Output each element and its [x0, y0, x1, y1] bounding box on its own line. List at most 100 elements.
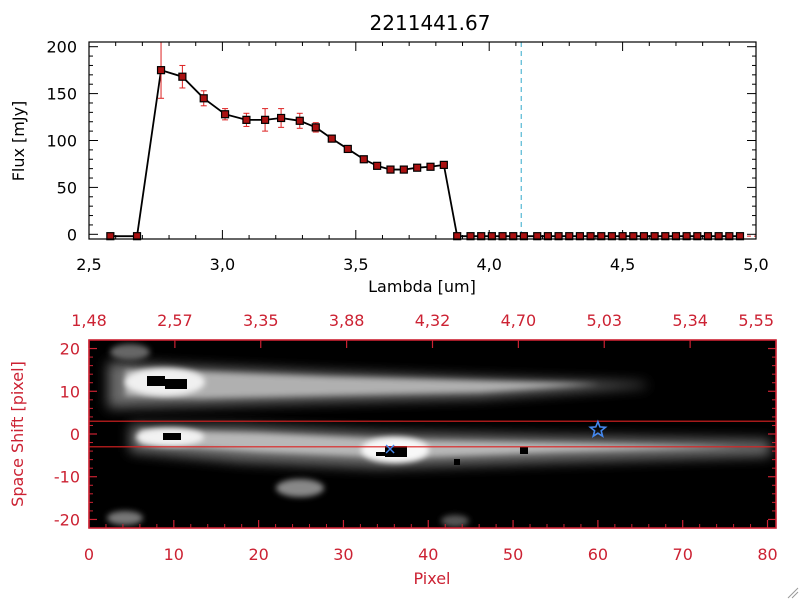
flux-point [543, 232, 552, 241]
image-x-tick-label: 0 [84, 545, 94, 564]
flux-point [453, 232, 462, 241]
flux-point [386, 165, 395, 174]
x-axis-label: Lambda [um] [368, 277, 476, 296]
flux-point [661, 232, 670, 241]
image-x-tick-label: 20 [248, 545, 268, 564]
image-top-tick-labels: 1,48 2,57 3,35 3,88 4,32 4,70 5,03 5,34 5,55 [71, 311, 774, 330]
image-x-tick-label: 70 [673, 545, 693, 564]
flux-point [629, 232, 638, 241]
star-icon [588, 419, 608, 438]
flux-point [533, 232, 542, 241]
flux-point [565, 232, 574, 241]
flux-point [519, 232, 528, 241]
image-y-tick-label: -10 [54, 468, 80, 487]
image-y-axis-label: Space Shift [pixel] [8, 361, 27, 507]
flux-point [311, 123, 320, 132]
image-x-axis-label: Pixel [413, 569, 450, 588]
flux-point [426, 162, 435, 171]
flux-point [671, 232, 681, 241]
image-x-tick-label: 30 [333, 545, 353, 564]
top-y-tick-label: 50 [57, 178, 77, 197]
flux-series [106, 41, 756, 241]
image-top-tick-label: 5,03 [586, 311, 622, 330]
image-x-tick-label: 60 [588, 545, 608, 564]
flux-point [607, 232, 617, 241]
flux-point [693, 232, 702, 241]
flux-point [156, 66, 166, 75]
image-top-tick-label: 3,88 [329, 311, 365, 330]
top-x-tick-label: 4,0 [476, 255, 501, 274]
flux-point [295, 116, 304, 125]
y-axis-label: Flux [mJy] [9, 101, 28, 182]
flux-point [597, 232, 606, 241]
image-top-tick-label: 5,55 [738, 311, 774, 330]
flux-point [725, 232, 734, 241]
flux-point [199, 94, 208, 103]
image-y-tick-label: -20 [54, 510, 80, 529]
flux-point [343, 144, 352, 154]
flux-point [682, 232, 691, 241]
spectrum-image [89, 340, 776, 528]
top-x-tick-label: 3,5 [343, 255, 368, 274]
top-plot-frame [88, 41, 757, 240]
flux-point [106, 232, 115, 241]
image-y-tick-label: 20 [60, 340, 80, 359]
flux-point [359, 155, 368, 164]
source-star-marker [385, 419, 608, 454]
flux-point [618, 232, 627, 241]
top-y-tick-label: 0 [67, 225, 77, 244]
top-y-tick-label: 100 [46, 132, 77, 151]
top-x-tick-label: 3,0 [210, 255, 235, 274]
image-top-tick-label: 5,34 [672, 311, 708, 330]
flux-point [178, 72, 187, 81]
flux-point [276, 113, 286, 123]
image-y-tick-label: 0 [70, 425, 80, 444]
top-x-tick-label: 4,5 [610, 255, 635, 274]
flux-point [327, 134, 336, 143]
aperture-lines [89, 420, 776, 448]
top-x-tick-labels: 2,5 3,0 3,5 4,0 4,5 5,0 [76, 255, 768, 274]
cross-marker [385, 444, 395, 454]
flux-point [703, 232, 713, 241]
flux-point [439, 160, 448, 169]
flux-point [477, 232, 486, 241]
top-y-tick-label: 150 [46, 85, 77, 104]
flux-point [399, 165, 408, 174]
image-x-tick-label: 50 [503, 545, 523, 564]
flux-point [220, 110, 230, 119]
flux-point [586, 232, 595, 241]
top-x-tick-label: 5,0 [743, 255, 768, 274]
resize-grip-icon[interactable] [787, 587, 799, 599]
flux-point [554, 232, 563, 241]
chart-title: 2211441.67 [370, 11, 491, 35]
flux-point [639, 232, 649, 241]
flux-point [735, 232, 745, 241]
image-x-tick-label: 80 [757, 545, 777, 564]
flux-point [373, 161, 382, 170]
image-top-tick-label: 2,57 [157, 311, 193, 330]
image-y-tick-labels: 20 10 0 -10 -20 [54, 340, 80, 530]
image-top-tick-label: 3,35 [243, 311, 279, 330]
image-top-tick-label: 1,48 [71, 311, 107, 330]
flux-point [714, 232, 723, 241]
image-x-tick-label: 40 [418, 545, 438, 564]
flux-point [413, 163, 422, 172]
flux-point [509, 232, 518, 241]
image-y-tick-label: 10 [60, 382, 80, 401]
top-plot-ticks [88, 42, 757, 239]
flux-point [242, 115, 251, 124]
flux-point [650, 232, 659, 241]
flux-point [575, 232, 585, 241]
image-top-tick-label: 4,70 [501, 311, 537, 330]
flux-point [466, 232, 475, 241]
flux-point [498, 232, 507, 241]
image-x-tick-labels: 0 10 20 30 40 50 60 70 80 [84, 545, 778, 564]
top-y-tick-labels: 0 50 100 150 200 [46, 38, 77, 245]
flux-point [260, 115, 270, 124]
image-top-tick-label: 4,32 [415, 311, 451, 330]
top-x-tick-label: 2,5 [76, 255, 101, 274]
image-ticks [88, 340, 777, 528]
image-x-tick-label: 10 [164, 545, 184, 564]
flux-point [487, 232, 496, 241]
